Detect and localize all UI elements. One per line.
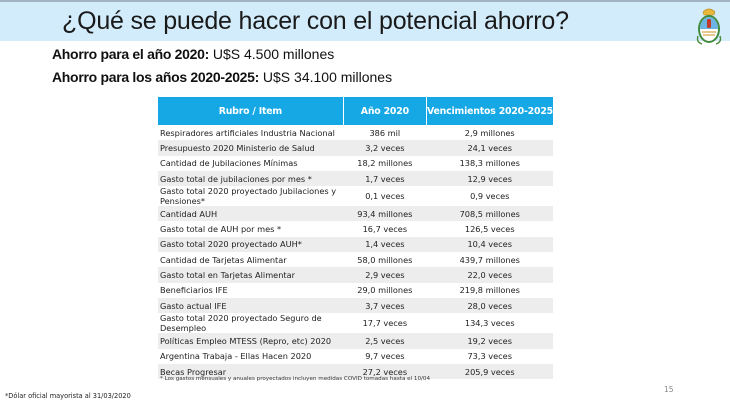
- row-year-2020: 3,2 veces: [343, 140, 427, 156]
- table-row: Becas Progresar 27,2 veces 205,9 veces: [158, 363, 553, 380]
- column-header-2020-2025: Vencimientos 2020-2025: [426, 97, 553, 125]
- table-body: Respiradores artificiales Industria Naci…: [158, 125, 553, 380]
- row-year-2020: 386 mil: [369, 127, 401, 138]
- row-2020-2025: 439,7 millones: [459, 254, 520, 265]
- row-item: Gasto total de AUH por mes *: [160, 224, 282, 235]
- table-row: Cantidad de Tarjetas Alimentar 58,0 millo…: [158, 252, 553, 267]
- table-row: Gasto total en Tarjetas Alimentar 2,9 vec…: [158, 267, 553, 283]
- savings-2020-2025-label: Ahorro para los años 2020-2025:: [52, 69, 260, 85]
- row-year-2020: 0,1 veces: [365, 191, 405, 202]
- row-item: Gasto total de jubilaciones por mes *: [158, 170, 344, 187]
- table-header-row: Rubro / Item Año 2020 Vencimientos 2020-…: [158, 97, 553, 125]
- row-year-2020: 1,7 veces: [343, 170, 427, 187]
- row-item: Gasto total 2020 proyectado AUH*: [158, 236, 344, 253]
- table-row: Presupuesto 2020 Ministerio de Salud 3,2 …: [158, 140, 553, 156]
- row-item: Gasto total en Tarjetas Alimentar: [158, 267, 344, 283]
- row-item: Respiradores artificiales Industria Naci…: [160, 127, 335, 138]
- column-header-item: Rubro / Item: [158, 97, 344, 125]
- coat-of-arms-icon: [696, 8, 722, 45]
- row-year-2020: 9,7 veces: [365, 351, 405, 362]
- row-item: Cantidad AUH: [158, 206, 344, 222]
- row-item: Políticas Empleo MTESS (Repro, etc) 2020: [158, 333, 344, 349]
- footnote: *Dólar oficial mayorista al 31/03/2020: [5, 392, 131, 400]
- row-2020-2025: 22,0 veces: [426, 267, 553, 283]
- row-2020-2025: 138,3 millones: [459, 158, 520, 169]
- row-year-2020: 16,7 veces: [362, 224, 408, 235]
- row-item: Cantidad de Jubilaciones Mínimas: [160, 158, 298, 169]
- row-item: Gasto actual IFE: [158, 297, 344, 314]
- row-2020-2025: 0,9 veces: [470, 191, 510, 202]
- row-item: Cantidad de Tarjetas Alimentar: [160, 254, 287, 265]
- row-2020-2025: 10,4 veces: [426, 236, 553, 253]
- row-2020-2025: 134,3 veces: [464, 318, 515, 329]
- table-row: Gasto total de jubilaciones por mes * 1,7…: [158, 170, 553, 187]
- row-item: Presupuesto 2020 Ministerio de Salud: [158, 140, 344, 156]
- table-row: Gasto total 2020 proyectado Jubilaciones…: [158, 186, 553, 206]
- row-2020-2025: 2,9 millones: [464, 127, 515, 138]
- title-bar: ¿Qué se puede hacer con el potencial aho…: [0, 0, 730, 45]
- savings-2020-value: U$S 4.500 millones: [212, 46, 335, 62]
- row-year-2020: 1,4 veces: [343, 236, 427, 253]
- row-item: Becas Progresar: [158, 363, 344, 380]
- page-number: 15: [664, 385, 674, 394]
- row-item: Gasto total 2020 proyectado Seguro de De…: [160, 313, 322, 334]
- row-2020-2025: 708,5 millones: [426, 206, 553, 222]
- row-item: Beneficiarios IFE: [160, 285, 228, 296]
- table-row: Gasto total de AUH por mes * 16,7 veces 12…: [158, 221, 553, 236]
- row-year-2020: 3,7 veces: [343, 297, 427, 314]
- table-note: * Los gastos mensuales y anuales proyect…: [160, 376, 431, 382]
- row-2020-2025: 126,5 veces: [464, 224, 515, 235]
- page-title: ¿Qué se puede hacer con el potencial aho…: [62, 7, 569, 35]
- row-2020-2025: 19,2 veces: [426, 333, 553, 349]
- row-year-2020: 2,9 veces: [343, 267, 427, 283]
- savings-2020-2025-value: U$S 34.100 millones: [262, 69, 393, 85]
- table-row: Cantidad AUH 93,4 millones 708,5 millones: [158, 206, 553, 222]
- row-year-2020: 29,0 millones: [357, 285, 413, 296]
- row-year-2020: 27,2 veces: [343, 363, 427, 380]
- table-row: Gasto actual IFE 3,7 veces 28,0 veces: [158, 297, 553, 314]
- row-item: Gasto total 2020 proyectado Jubilaciones…: [160, 186, 337, 207]
- table-row: Argentina Trabaja - Ellas Hacen 2020 9,7 …: [158, 349, 553, 364]
- row-2020-2025: 28,0 veces: [426, 297, 553, 314]
- row-year-2020: 17,7 veces: [362, 318, 408, 329]
- row-2020-2025: 219,8 millones: [459, 285, 520, 296]
- row-2020-2025: 73,3 veces: [467, 351, 512, 362]
- savings-comparison-table: Rubro / Item Año 2020 Vencimientos 2020-…: [158, 97, 553, 380]
- savings-2020: Ahorro para el año 2020: U$S 4.500 millo…: [52, 46, 334, 62]
- row-2020-2025: 205,9 veces: [426, 363, 553, 380]
- savings-2020-2025: Ahorro para los años 2020-2025: U$S 34.1…: [52, 69, 392, 85]
- row-year-2020: 93,4 millones: [343, 206, 427, 222]
- table-row: Políticas Empleo MTESS (Repro, etc) 2020…: [158, 333, 553, 349]
- table-row: Gasto total 2020 proyectado Seguro de De…: [158, 313, 553, 333]
- table-row: Cantidad de Jubilaciones Mínimas 18,2 mil…: [158, 156, 553, 171]
- table-row: Beneficiarios IFE 29,0 millones 219,8 mill…: [158, 283, 553, 298]
- table-row: Respiradores artificiales Industria Naci…: [158, 125, 553, 140]
- row-2020-2025: 24,1 veces: [426, 140, 553, 156]
- column-header-year-2020: Año 2020: [343, 97, 427, 125]
- table-row: Gasto total 2020 proyectado AUH* 1,4 vece…: [158, 236, 553, 253]
- row-year-2020: 18,2 millones: [357, 158, 413, 169]
- row-year-2020: 58,0 millones: [357, 254, 413, 265]
- row-2020-2025: 12,9 veces: [426, 170, 553, 187]
- savings-2020-label: Ahorro para el año 2020:: [52, 46, 209, 62]
- row-year-2020: 2,5 veces: [343, 333, 427, 349]
- row-item: Argentina Trabaja - Ellas Hacen 2020: [160, 351, 312, 362]
